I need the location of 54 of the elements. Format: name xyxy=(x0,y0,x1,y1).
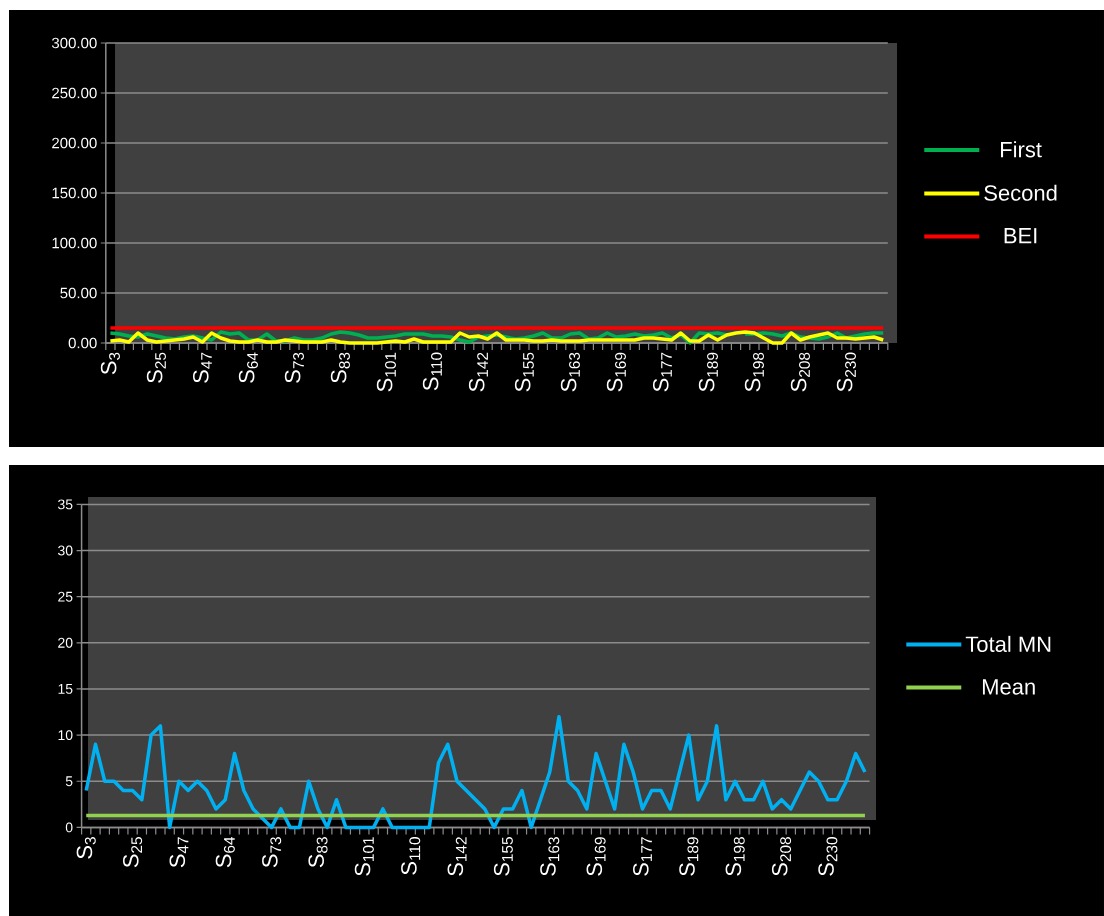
x-tick-label: S$_{198}$ xyxy=(744,352,764,392)
x-tick-label: S$_{83}$ xyxy=(308,837,328,868)
x-tick-label: S$_{198}$ xyxy=(725,837,745,876)
x-tick-label: S$_{101}$ xyxy=(376,352,396,392)
y-tick-label: 0.00 xyxy=(68,337,97,349)
x-tick-label: S$_{169}$ xyxy=(606,352,626,392)
y-tick-label: 200.00 xyxy=(52,137,97,149)
x-tick-label: S$_{177}$ xyxy=(652,352,672,392)
legend-label: BEI xyxy=(1004,228,1037,244)
x-tick-label: S$_{230}$ xyxy=(818,837,838,876)
y-tick-label: 25 xyxy=(58,591,73,602)
y-tick-label: 100.00 xyxy=(52,237,97,249)
x-tick-label: S$_{110}$ xyxy=(422,352,442,391)
legend-label: First xyxy=(1001,141,1042,158)
y-tick-label: 250.00 xyxy=(52,87,97,99)
x-tick-label: S$_{83}$ xyxy=(330,352,350,383)
x-tick-label: S$_{73}$ xyxy=(262,837,282,868)
x-tick-label: S$_{163}$ xyxy=(540,837,560,876)
x-tick-label: S$_{155}$ xyxy=(493,837,513,876)
y-tick-label: 10 xyxy=(58,730,73,741)
x-tick-label: S$_{208}$ xyxy=(771,837,792,876)
y-tick-label: 15 xyxy=(58,684,73,694)
x-tick-label: S$_{73}$ xyxy=(284,352,304,383)
x-tick-label: S$_{64}$ xyxy=(238,352,258,383)
x-tick-label: S$_{189}$ xyxy=(679,837,699,876)
x-tick-label: S$_{169}$ xyxy=(586,837,606,876)
x-tick-label: S$_{163}$ xyxy=(560,352,580,392)
x-tick-label: S$_{189}$ xyxy=(698,352,718,392)
y-tick-label: 300.00 xyxy=(51,37,97,49)
x-tick-label: S$_{64}$ xyxy=(215,836,235,868)
x-tick-label: S$_{177}$ xyxy=(633,837,652,876)
legend-label: Mean xyxy=(982,679,1035,695)
x-tick-label: S$_{47}$ xyxy=(169,837,189,868)
y-tick-label: 50.00 xyxy=(60,287,97,299)
x-tick-label: S$_{142}$ xyxy=(468,352,488,392)
x-tick-label: S$_{101}$ xyxy=(354,837,374,876)
y-tick-label: 20 xyxy=(58,637,73,648)
x-tick-label: S$_{25}$ xyxy=(146,352,166,383)
x-tick-label: S$_{3}$ xyxy=(100,352,120,375)
y-tick-label: 35 xyxy=(58,499,73,510)
x-tick-label: S$_{230}$ xyxy=(836,352,856,392)
x-tick-label: S$_{3}$ xyxy=(76,837,96,859)
x-tick-label: S$_{47}$ xyxy=(192,352,212,383)
x-tick-label: S$_{142}$ xyxy=(447,837,467,876)
legend-label: Total MN xyxy=(965,635,1051,653)
y-tick-label: 150.00 xyxy=(52,187,97,199)
legend-label: Second xyxy=(984,184,1057,201)
y-tick-label: 30 xyxy=(58,545,73,556)
x-tick-label: S$_{208}$ xyxy=(790,352,810,392)
y-tick-label: 0 xyxy=(65,822,73,833)
x-tick-label: S$_{25}$ xyxy=(123,837,143,868)
y-tick-label: 5 xyxy=(65,776,73,787)
x-tick-label: S$_{110}$ xyxy=(401,837,421,875)
x-tick-label: S$_{155}$ xyxy=(514,352,534,392)
